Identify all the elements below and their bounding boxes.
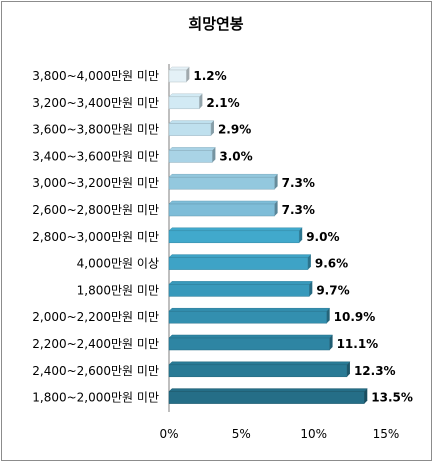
- bar: [168, 200, 279, 217]
- category-label: 3,800~4,000만원 미만: [32, 69, 159, 83]
- data-label: 2.9%: [218, 123, 251, 137]
- data-label: 13.5%: [371, 391, 413, 405]
- bar: [168, 307, 331, 324]
- category-label: 3,600~3,800만원 미만: [32, 123, 159, 137]
- category-label: 2,200~2,400만원 미만: [32, 337, 159, 351]
- category-label: 2,400~2,600만원 미만: [32, 364, 159, 378]
- bar: [168, 120, 215, 136]
- category-label: 3,000~3,200만원 미만: [32, 176, 159, 190]
- category-label: 2,000~2,200만원 미만: [32, 310, 159, 324]
- data-label: 9.0%: [306, 230, 339, 244]
- category-label: 1,800~2,000만원 미만: [32, 391, 159, 405]
- data-labels: 1.2% 2.1% 2.9% 3.0% 7.3% 7.3% 9.0% 9.6% 9.7% 10.9…: [193, 69, 413, 405]
- bar: [168, 227, 303, 244]
- x-tick-label: 0%: [159, 427, 178, 441]
- bars-group: [168, 66, 368, 404]
- data-label: 12.3%: [354, 364, 396, 378]
- category-label: 3,400~3,600만원 미만: [32, 149, 159, 163]
- category-label: 2,600~2,800만원 미만: [32, 203, 159, 217]
- data-label: 2.1%: [206, 96, 239, 110]
- category-labels: 3,800~4,000만원 미만 3,200~3,400만원 미만 3,600~3,…: [32, 69, 159, 405]
- bar: [168, 254, 312, 270]
- bar: [168, 93, 203, 110]
- x-axis-ticks: 0% 5% 10% 15%: [159, 427, 399, 441]
- data-label: 11.1%: [337, 337, 379, 351]
- chart-title: 희망연봉: [188, 15, 243, 33]
- category-label: 3,200~3,400만원 미만: [32, 96, 159, 110]
- bar: [168, 147, 217, 163]
- data-label: 7.3%: [282, 176, 315, 190]
- data-label: 9.7%: [316, 283, 349, 297]
- bar: [168, 388, 368, 404]
- x-tick-label: 15%: [373, 427, 400, 441]
- bar: [168, 361, 351, 378]
- data-label: 9.6%: [315, 257, 348, 271]
- category-label: 2,800~3,000만원 미만: [32, 230, 159, 244]
- data-label: 1.2%: [193, 69, 226, 83]
- bar: [168, 281, 313, 297]
- category-label: 1,800만원 미만: [77, 283, 159, 297]
- data-label: 3.0%: [219, 149, 252, 163]
- bar: [168, 66, 190, 83]
- bar: [168, 334, 334, 351]
- x-tick-label: 5%: [232, 427, 251, 441]
- data-label: 10.9%: [334, 310, 376, 324]
- category-label: 4,000만원 이상: [77, 257, 159, 271]
- x-tick-label: 10%: [300, 427, 327, 441]
- bar: [168, 173, 279, 190]
- data-label: 7.3%: [282, 203, 315, 217]
